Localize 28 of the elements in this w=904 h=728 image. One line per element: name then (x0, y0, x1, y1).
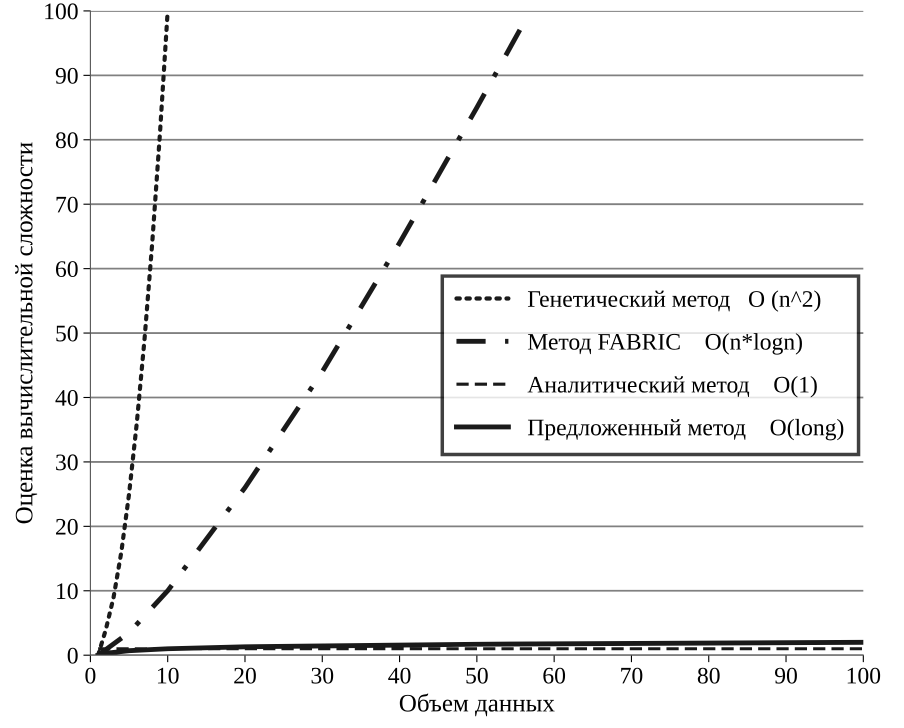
legend-label: Аналитический метод O(1) (528, 376, 817, 398)
legend-label: Генетический метод O (n^2) (528, 290, 820, 312)
y-tick-label: 60 (56, 261, 78, 278)
y-tick-label: 70 (56, 196, 78, 213)
y-axis-title: Оценка вычислительной сложности (15, 142, 38, 524)
y-tick-label: 80 (56, 132, 78, 148)
x-tick-label: 70 (621, 668, 642, 684)
y-tick-label: 100 (45, 3, 78, 20)
y-tick-label: 30 (56, 454, 78, 470)
x-tick-label: 20 (234, 668, 256, 684)
x-tick-label: 30 (312, 668, 334, 684)
x-tick-label: 100 (848, 668, 880, 684)
legend-label: Метод FABRIC O(n*logn) (528, 333, 802, 355)
x-tick-label: 50 (466, 668, 488, 684)
x-tick-label: 60 (543, 668, 566, 684)
x-tick-label: 10 (158, 668, 179, 684)
y-tick-label: 40 (55, 390, 78, 406)
y-tick-label: 0 (68, 648, 78, 664)
y-tick-label: 50 (56, 326, 78, 342)
x-tick-label: 40 (388, 668, 410, 684)
x-tick-label: 90 (774, 668, 797, 684)
y-tick-label: 20 (56, 518, 78, 535)
legend-label: Предложенный метод O(long) (528, 418, 844, 440)
y-tick-label: 90 (56, 68, 78, 84)
x-tick-label: 0 (85, 668, 96, 684)
x-tick-label: 80 (698, 668, 720, 684)
y-tick-label: 10 (57, 583, 78, 600)
x-axis-title: Объем данных (400, 693, 555, 716)
